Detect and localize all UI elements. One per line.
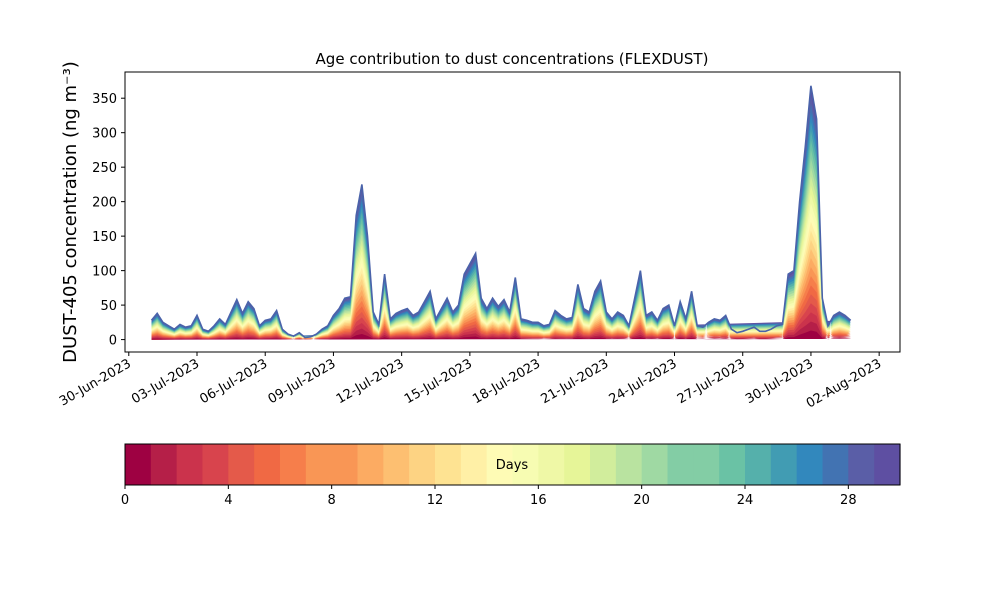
colorbar-bin	[848, 444, 875, 485]
colorbar-tick-label: 20	[633, 493, 650, 508]
y-tick-label: 100	[92, 265, 117, 280]
y-tick-label: 150	[92, 230, 117, 245]
x-tick-label: 18-Jul-2023	[470, 356, 543, 407]
total-concentration-line	[150, 85, 852, 339]
colorbar-bin	[564, 444, 591, 485]
colorbar-bin	[512, 444, 539, 485]
colorbar-bin	[150, 444, 178, 485]
colorbar-bin	[641, 444, 669, 485]
chart-title: Age contribution to dust concentrations …	[316, 50, 709, 68]
colorbar-bin	[435, 444, 462, 485]
y-tick-label: 50	[100, 299, 117, 314]
colorbar-bin	[254, 444, 281, 485]
x-tick-label: 15-Jul-2023	[402, 356, 475, 407]
colorbar-tick-label: 16	[530, 493, 547, 508]
colorbar-bin	[280, 444, 307, 485]
colorbar-bin	[745, 444, 772, 485]
colorbar-bin	[460, 444, 488, 485]
colorbar-bin	[719, 444, 746, 485]
axes-frame	[124, 71, 901, 353]
y-tick-label: 350	[92, 92, 117, 107]
y-tick-label: 200	[92, 196, 117, 211]
colorbar-bin	[667, 444, 694, 485]
colorbar: 0 4 8 12 16 20 24 28	[121, 443, 901, 508]
x-tick-label: 02-Aug-2023	[804, 356, 884, 411]
x-tick-label: 30-Jun-2023	[57, 356, 134, 409]
y-tick-label: 300	[92, 127, 117, 142]
x-tick-label: 27-Jul-2023	[675, 356, 748, 407]
x-tick-label: 09-Jul-2023	[266, 356, 339, 407]
colorbar-tick-label: 4	[224, 493, 232, 508]
age-layer-area	[151, 85, 851, 340]
colorbar-bin	[409, 444, 436, 485]
colorbar-bin	[383, 444, 410, 485]
colorbar-bin	[693, 444, 720, 485]
colorbar-tick-label: 8	[328, 493, 336, 508]
colorbar-bin	[176, 444, 204, 485]
y-tick-label: 0	[109, 334, 117, 349]
x-tick-label: 12-Jul-2023	[334, 356, 407, 407]
colorbar-bin	[538, 444, 565, 485]
colorbar-tick-label: 0	[121, 493, 129, 508]
colorbar-bin	[874, 444, 901, 485]
colorbar-bin	[796, 444, 824, 485]
x-tick-label: 24-Jul-2023	[607, 356, 680, 407]
colorbar-bin	[822, 444, 849, 485]
colorbar-bin	[486, 444, 514, 485]
colorbar-bin	[331, 444, 359, 485]
x-tick-label: 21-Jul-2023	[538, 356, 611, 407]
x-tick-label: 06-Jul-2023	[197, 356, 270, 407]
colorbar-frame	[124, 443, 901, 486]
colorbar-bin	[770, 444, 798, 485]
x-tick-label: 03-Jul-2023	[129, 356, 202, 407]
y-axis-label: DUST-405 concentration (ng m⁻³)	[60, 61, 81, 363]
colorbar-bin	[125, 444, 152, 485]
plot-area: 0 50 100 150 200 250 300 350 30-Jun-202303-Jul-2…	[57, 71, 901, 412]
colorbar-bin	[590, 444, 617, 485]
colorbar-tick-label: 28	[840, 493, 857, 508]
colorbar-bin	[357, 444, 384, 485]
colorbar-label: Days	[496, 458, 529, 473]
colorbar-bin	[228, 444, 255, 485]
colorbar-bin	[615, 444, 643, 485]
colorbar-bin	[202, 444, 229, 485]
y-tick-label: 250	[92, 161, 117, 176]
colorbar-tick-label: 12	[427, 493, 444, 508]
colorbar-tick-label: 24	[737, 493, 754, 508]
colorbar-bin	[305, 444, 333, 485]
